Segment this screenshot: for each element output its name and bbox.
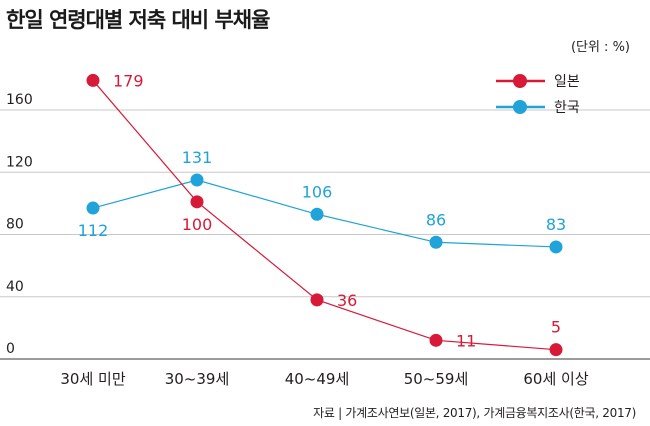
data-point-korea: [310, 207, 324, 221]
y-tick-label: 0: [6, 341, 15, 357]
data-label-japan: 179: [113, 71, 144, 90]
y-tick-label: 40: [6, 279, 24, 295]
data-point-japan: [190, 195, 204, 209]
data-label-japan: 36: [337, 291, 357, 310]
source-note: 자료 | 가계조사연보(일본, 2017), 가계금융복지조사(한국, 2017…: [313, 406, 636, 420]
x-tick-label: 30세 미만: [60, 370, 125, 388]
legend-marker-japan: [513, 74, 527, 88]
data-point-japan: [310, 293, 324, 307]
legend-marker-korea: [513, 100, 527, 114]
data-label-korea: 131: [182, 148, 213, 167]
legend-label-japan: 일본: [554, 74, 580, 90]
data-point-korea: [86, 201, 100, 215]
x-tick-label: 50~59세: [404, 370, 469, 388]
data-point-korea: [429, 235, 443, 249]
data-label-korea: 106: [302, 182, 333, 201]
y-tick-label: 120: [6, 154, 33, 170]
data-point-korea: [549, 240, 563, 254]
x-tick-label: 40~49세: [285, 370, 350, 388]
y-tick-label: 160: [6, 92, 33, 108]
grid-lines: [0, 109, 650, 360]
data-label-japan: 5: [551, 318, 561, 337]
data-point-korea: [190, 173, 204, 187]
data-point-japan: [549, 343, 563, 357]
series-layer: 179 100 36 11 5 112 131 106 86 83: [78, 71, 566, 357]
x-tick-label: 30~39세: [165, 370, 230, 388]
series-line-japan: [92, 80, 557, 351]
y-tick-label: 80: [6, 217, 24, 233]
data-label-korea: 83: [546, 215, 566, 234]
data-point-japan: [86, 73, 100, 87]
x-axis-ticks: 30세 미만 30~39세 40~49세 50~59세 60세 이상: [60, 370, 588, 388]
data-label-korea: 112: [78, 221, 109, 240]
legend-label-korea: 한국: [554, 100, 580, 116]
data-label-japan: 100: [182, 215, 213, 234]
unit-label: (단위 : %): [570, 40, 630, 55]
chart-title: 한일 연령대별 저축 대비 부채율: [6, 8, 270, 32]
data-label-japan: 11: [456, 331, 476, 350]
data-label-korea: 86: [426, 210, 446, 229]
data-point-japan: [429, 333, 443, 347]
x-tick-label: 60세 이상: [523, 370, 588, 388]
y-axis-ticks: 0 40 80 120 160: [6, 92, 33, 357]
